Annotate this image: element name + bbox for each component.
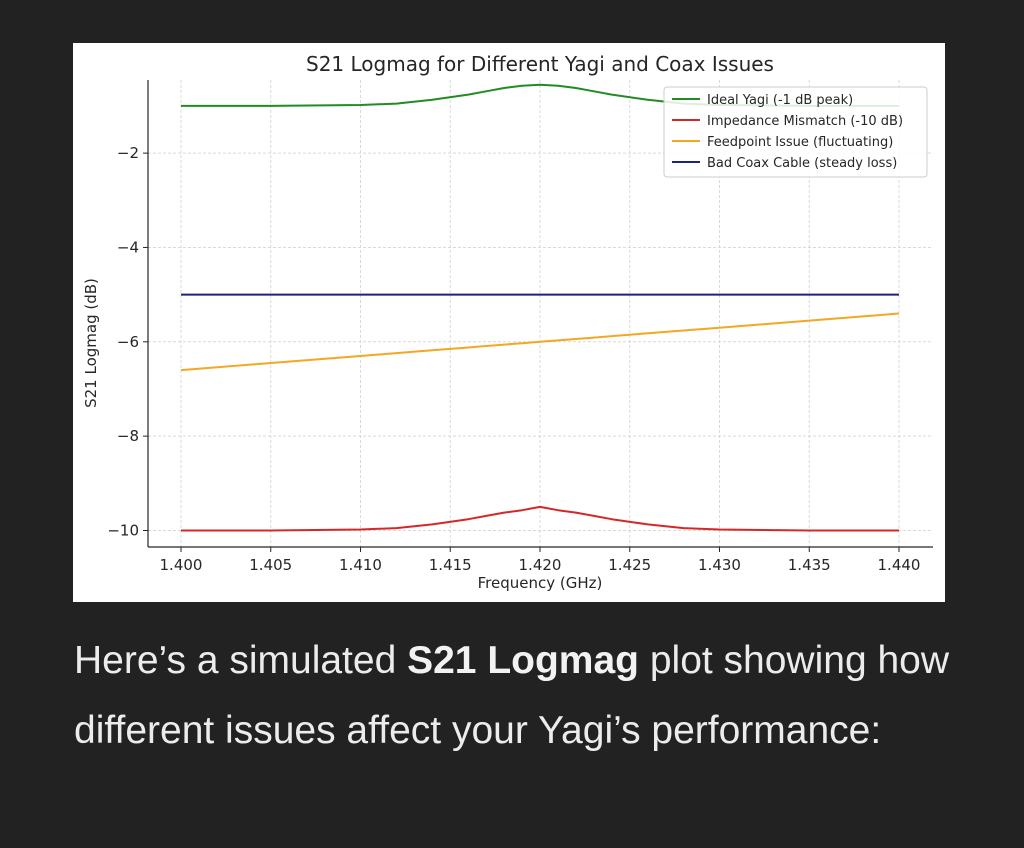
chart-image: 1.400 1.405 1.410 1.415 1.420 1.425 1.430 1.435… (73, 43, 945, 602)
x-tick-label: 1.435 (788, 556, 831, 574)
tick-labels: 1.400 1.405 1.410 1.415 1.420 1.425 1.430 1.435… (107, 144, 920, 574)
legend-entry: Impedance Mismatch (-10 dB) (707, 114, 903, 129)
x-tick-label: 1.405 (249, 556, 292, 574)
message-text-part2: plot showing how different issues affect… (74, 639, 950, 752)
legend-entry: Feedpoint Issue (fluctuating) (707, 135, 893, 150)
s21-logmag-chart: 1.400 1.405 1.410 1.415 1.420 1.425 1.430 1.435… (82, 52, 933, 592)
x-tick-label: 1.415 (429, 556, 472, 574)
message-bold-term: S21 Logmag (407, 639, 639, 682)
x-tick-label: 1.425 (608, 556, 651, 574)
x-tick-label: 1.400 (160, 556, 203, 574)
message-text-part1: Here’s a simulated (74, 639, 408, 682)
y-tick-label: −8 (117, 427, 139, 445)
series-lines (180, 83, 900, 532)
x-tick-label: 1.420 (519, 556, 562, 574)
y-tick-label: −10 (107, 521, 139, 539)
series-line-2 (181, 505, 899, 532)
legend: Ideal Yagi (-1 dB peak) Impedance Mismatc… (663, 86, 928, 178)
legend-entry: Ideal Yagi (-1 dB peak) (707, 93, 853, 108)
chart-title: S21 Logmag for Different Yagi and Coax I… (306, 52, 774, 76)
x-tick-label: 1.410 (339, 556, 382, 574)
y-tick-label: −2 (117, 144, 139, 162)
legend-entry: Bad Coax Cable (steady loss) (707, 156, 897, 171)
x-tick-label: 1.440 (878, 556, 921, 574)
series-line-3 (180, 312, 900, 372)
y-axis-label: S21 Logmag (dB) (82, 278, 100, 408)
axes (143, 80, 933, 552)
x-axis-label: Frequency (GHz) (478, 574, 603, 592)
y-tick-label: −4 (117, 238, 139, 256)
y-tick-label: −6 (117, 333, 139, 351)
x-tick-label: 1.430 (698, 556, 741, 574)
legend-box (663, 86, 928, 178)
assistant-message: Here’s a simulated S21 Logmag plot showi… (74, 626, 974, 766)
